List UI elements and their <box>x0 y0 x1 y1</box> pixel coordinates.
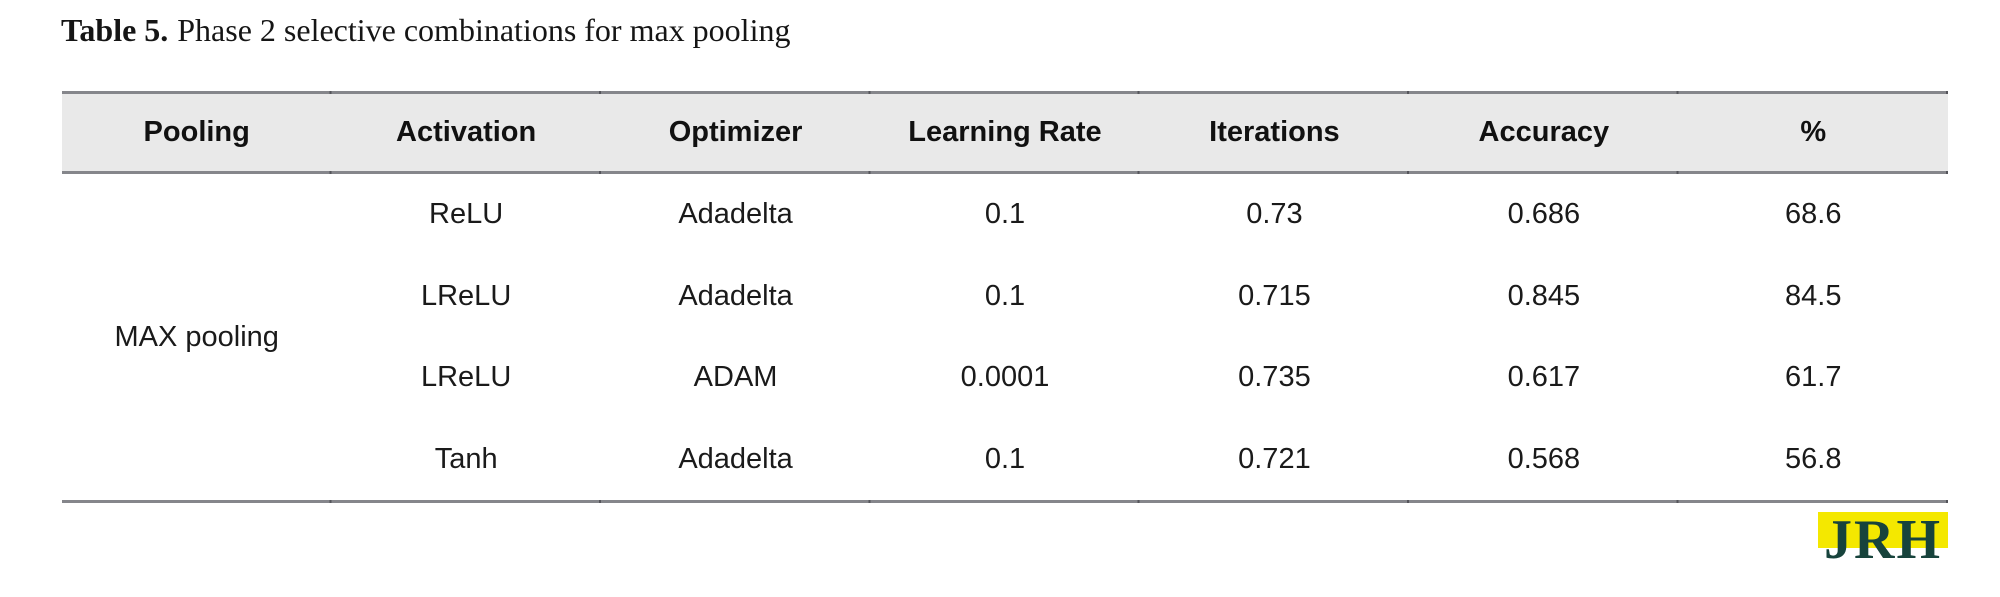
header-percent: % <box>1800 116 1827 148</box>
header-activation: Activation <box>396 116 537 148</box>
header-pooling: Pooling <box>143 116 250 148</box>
cell-optimizer: Adadelta <box>678 279 793 312</box>
header-accuracy: Accuracy <box>1478 116 1610 148</box>
cell-iterations: 0.73 <box>1246 198 1303 231</box>
table-header-row: Pooling Activation Optimizer Learning Ra… <box>62 94 1948 171</box>
cell-iterations: 0.735 <box>1238 361 1311 394</box>
cell-learning-rate: 0.1 <box>984 442 1026 475</box>
table-top-rule <box>62 91 1948 94</box>
cell-percent: 68.6 <box>1785 198 1842 231</box>
cell-percent: 61.7 <box>1785 361 1842 394</box>
journal-logo-text: JRH <box>1818 509 1948 571</box>
table-caption: Table 5. Phase 2 selective combinations f… <box>61 12 790 49</box>
cell-activation: LReLU <box>420 361 512 394</box>
cell-activation: ReLU <box>429 198 504 231</box>
cell-activation: Tanh <box>434 442 498 475</box>
cell-activation: LReLU <box>420 279 512 312</box>
header-optimizer: Optimizer <box>668 116 803 148</box>
header-learning-rate: Learning Rate <box>908 116 1102 148</box>
cell-iterations: 0.715 <box>1238 279 1311 312</box>
cell-optimizer: ADAM <box>693 361 778 394</box>
cell-accuracy: 0.568 <box>1507 442 1581 475</box>
table-caption-label: Table 5. <box>61 12 169 48</box>
cell-learning-rate: 0.0001 <box>960 361 1050 394</box>
table-body: MAX pooling ReLU Adadelta 0.1 0.73 0.686… <box>62 174 1948 500</box>
cell-learning-rate: 0.1 <box>984 279 1026 312</box>
pooling-group-cell: MAX pooling <box>114 320 279 353</box>
cell-accuracy: 0.686 <box>1507 198 1581 231</box>
header-iterations: Iterations <box>1209 116 1340 148</box>
cell-optimizer: Adadelta <box>678 198 793 231</box>
table-bottom-rule <box>62 500 1948 503</box>
cell-percent: 84.5 <box>1785 279 1842 312</box>
table-caption-text: Phase 2 selective combinations for max p… <box>177 12 791 48</box>
journal-logo: JRH <box>1818 509 1948 571</box>
cell-optimizer: Adadelta <box>678 442 793 475</box>
cell-accuracy: 0.617 <box>1507 361 1581 394</box>
cell-accuracy: 0.845 <box>1507 279 1581 312</box>
results-table: Pooling Activation Optimizer Learning Ra… <box>62 91 1948 503</box>
table-header-bottom-rule <box>62 171 1948 174</box>
cell-iterations: 0.721 <box>1238 442 1311 475</box>
cell-learning-rate: 0.1 <box>984 198 1026 231</box>
cell-percent: 56.8 <box>1785 442 1842 475</box>
